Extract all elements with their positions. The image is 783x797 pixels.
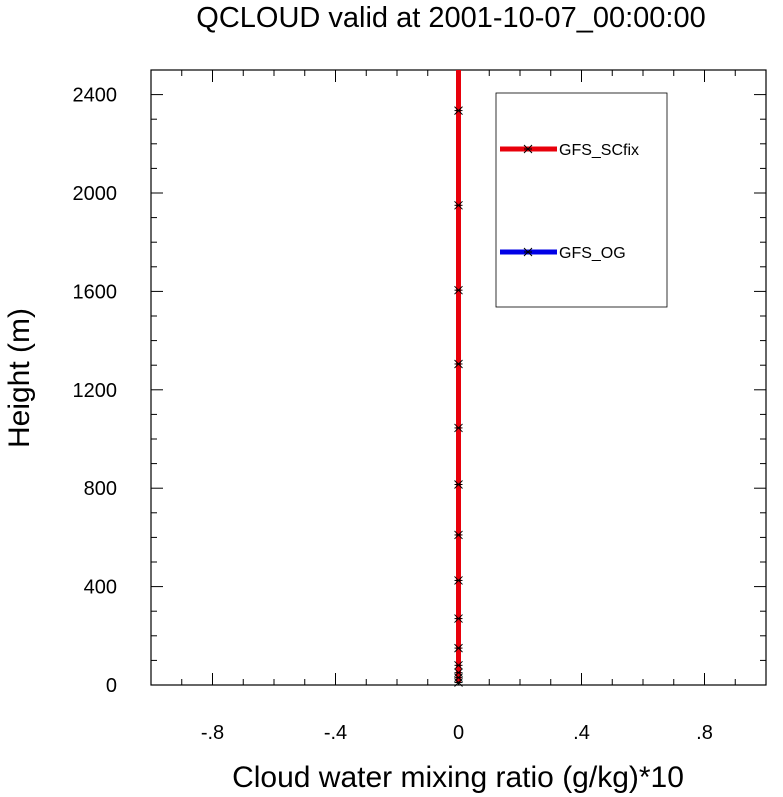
y-axis-label: Height (m) [3,308,36,448]
chart-title: QCLOUD valid at 2001-10-07_00:00:00 [196,2,705,34]
legend-label: GFS_OG [559,245,626,262]
series-marker [454,285,463,295]
legend-box [495,92,668,308]
series-marker [454,200,463,210]
series-marker [454,614,463,623]
series-marker [454,643,463,653]
axis-ticks: -.8 -.4 0 .4 .8 0 400 800 1200 1600 2000 2400 [73,69,767,744]
x-axis-label: Cloud water mixing ratio (g/kg)*10 [232,761,684,794]
series-marker [454,106,463,115]
legend-marker [523,144,533,154]
x-tick-label: .4 [573,722,590,744]
y-tick-label: 2400 [73,85,118,107]
legend-label: GFS_SCfix [559,142,639,159]
x-tick-label: -.4 [324,722,347,744]
x-tick-label: -.8 [201,722,224,744]
series-marker [454,423,463,433]
y-tick-label: 1200 [73,380,118,402]
y-tick-label: 800 [84,478,117,500]
series-marker [454,668,463,678]
series-marker [454,660,463,670]
y-tick-label: 400 [84,577,117,599]
legend: GFS_SCfix GFS_OG [495,92,668,308]
series-marker [454,359,463,369]
series-marker [454,576,463,585]
series-layer [454,70,463,687]
series-marker [454,480,463,489]
legend-marker [523,247,533,257]
x-tick-label: 0 [453,722,464,744]
y-tick-label: 1600 [73,281,118,303]
x-tick-label: .8 [696,722,713,744]
y-tick-label: 0 [106,675,117,697]
y-tick-label: 2000 [73,183,118,205]
series-marker [454,530,463,540]
